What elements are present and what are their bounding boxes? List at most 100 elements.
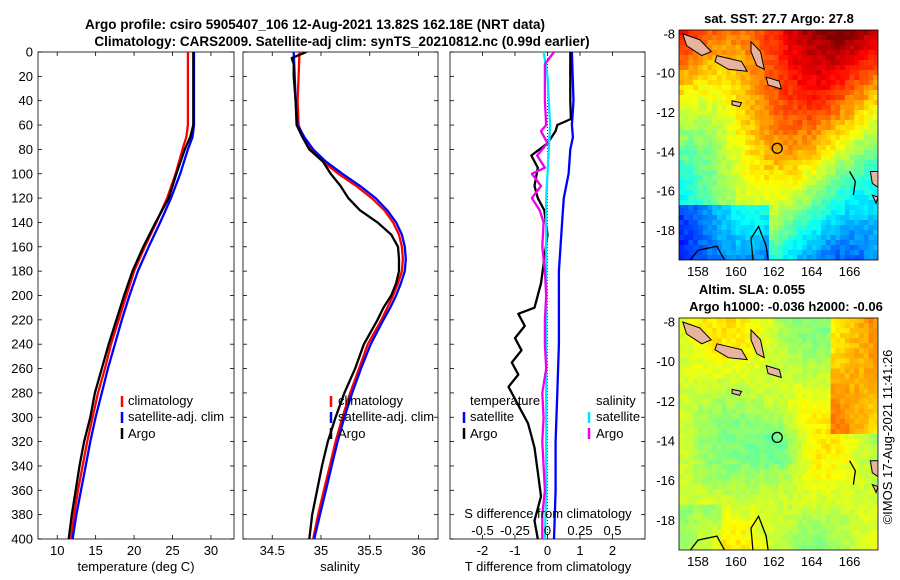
- x-tick-label: 35: [314, 543, 328, 558]
- map-y-tick-label: -14: [656, 433, 675, 448]
- contour-line: [849, 460, 856, 485]
- land-shape: [871, 194, 878, 205]
- temperature-xlabel: temperature (deg C): [77, 559, 194, 574]
- x-top-tick-label: -0.25: [500, 523, 530, 538]
- map-y-tick-label: -16: [656, 184, 675, 199]
- legend-label-satellite: satellite-adj. clim: [338, 409, 434, 424]
- sla-map-title-line1: Altim. SLA: 0.055: [699, 282, 805, 297]
- map-x-tick-label: 158: [687, 554, 709, 569]
- map-x-tick-label: 162: [763, 264, 785, 279]
- map-y-tick-label: -8: [663, 314, 675, 329]
- x-top-tick-label: 0.5: [603, 523, 621, 538]
- temperature-lines: [67, 52, 196, 539]
- x-top-tick-label: -0.5: [471, 523, 493, 538]
- contour-line: [750, 225, 769, 260]
- map-y-tick-label: -12: [656, 394, 675, 409]
- y-tick-label: 260: [11, 361, 33, 376]
- salinity-axes: [242, 51, 439, 540]
- series-line-climatology: [296, 52, 405, 539]
- map-x-tick-label: 160: [725, 554, 747, 569]
- y-tick-label: 80: [19, 142, 33, 157]
- land-shape: [869, 460, 878, 478]
- map-y-tick-label: -14: [656, 144, 675, 159]
- land-shape: [682, 321, 713, 345]
- legend-label-argo: Argo: [128, 426, 155, 441]
- argo-position-marker: [771, 142, 783, 154]
- figure-title-line1: Argo profile: csiro 5905407_106 12-Aug-2…: [85, 17, 545, 32]
- land-shape: [871, 483, 878, 494]
- x-tick-label: -1: [509, 543, 521, 558]
- x-tick-label: 25: [165, 543, 179, 558]
- y-tick-label: 140: [11, 215, 33, 230]
- x-tick-label: 35.5: [357, 543, 382, 558]
- y-tick-label: 200: [11, 288, 33, 303]
- salinity-xlabel: salinity: [320, 559, 360, 574]
- figure-title-line2: Climatology: CARS2009. Satellite-adj cli…: [94, 34, 589, 49]
- y-tick-label: 220: [11, 312, 33, 327]
- temperature-axes: [37, 51, 235, 540]
- land-shape: [714, 343, 749, 361]
- timestamp-side-label: ©IMOS 17-Aug-2021 11:41:26: [880, 350, 895, 525]
- y-tick-label: 340: [11, 458, 33, 473]
- map-x-tick-label: 158: [687, 264, 709, 279]
- sst-map: [679, 30, 878, 260]
- series-line-argo: [67, 52, 195, 539]
- sst-map-title: sat. SST: 27.7 Argo: 27.8: [704, 11, 854, 26]
- y-tick-label: 400: [11, 532, 33, 547]
- legend-label-satellite: satellite-adj. clim: [128, 409, 224, 424]
- land-shape: [750, 40, 766, 71]
- map-x-tick-label: 164: [801, 554, 823, 569]
- land-shape: [731, 388, 743, 396]
- temperature-legend: climatology satellite-adj. clim Argo: [120, 393, 224, 441]
- y-tick-label: 180: [11, 264, 33, 279]
- legend-label-climatology: climatology: [338, 393, 404, 408]
- map-x-tick-label: 166: [839, 554, 861, 569]
- difference-xlabel: T difference from climatology: [465, 559, 632, 574]
- map-y-tick-label: -12: [656, 105, 675, 120]
- sla-map: [679, 318, 878, 550]
- x-tick-label: 10: [50, 543, 64, 558]
- y-tick-label: 0: [26, 45, 33, 60]
- series-line-satellite-adj-clim: [71, 52, 196, 539]
- x-tick-label: 20: [127, 543, 141, 558]
- series-line-satellite-adj-clim: [292, 52, 407, 539]
- legend-label-t-argo: Argo: [470, 426, 497, 441]
- land-shape: [869, 171, 878, 188]
- y-tick-label: 320: [11, 434, 33, 449]
- map-y-tick-label: -10: [656, 66, 675, 81]
- map-y-tick-label: -16: [656, 473, 675, 488]
- y-tick-label: 300: [11, 410, 33, 425]
- y-tick-label: 20: [19, 69, 33, 84]
- x-tick-label: 1: [576, 543, 583, 558]
- axis-ticks: 10 15 20 25 30 34.5 35 35.5 36 -2 -1 0 1 202040608010…: [11, 26, 860, 569]
- series-line-climatology: [69, 52, 190, 539]
- y-tick-label: 280: [11, 385, 33, 400]
- y-tick-label: 100: [11, 166, 33, 181]
- contour-line: [689, 535, 726, 550]
- x-tick-label: 30: [204, 543, 218, 558]
- land-shape: [682, 33, 713, 57]
- y-tick-label: 40: [19, 93, 33, 108]
- legend-header-temperature: temperature: [470, 393, 540, 408]
- map-x-tick-label: 160: [725, 264, 747, 279]
- map-x-tick-label: 162: [763, 554, 785, 569]
- difference-lines: [507, 52, 575, 539]
- difference-legend: temperature salinity satellite Argo sate…: [462, 393, 640, 441]
- contour-line: [689, 245, 726, 260]
- map-y-tick-label: -10: [656, 354, 675, 369]
- legend-header-salinity: salinity: [596, 393, 636, 408]
- land-shape: [765, 76, 782, 90]
- x-tick-label: 0: [544, 543, 551, 558]
- legend-label-s-satellite: satellite: [596, 409, 640, 424]
- legend-label-s-argo: Argo: [596, 426, 623, 441]
- x-top-tick-label: 0.25: [567, 523, 592, 538]
- x-tick-label: -2: [477, 543, 489, 558]
- x-tick-label: 15: [88, 543, 102, 558]
- map-y-tick-label: -18: [656, 513, 675, 528]
- y-tick-label: 360: [11, 483, 33, 498]
- legend-label-t-satellite: satellite: [470, 409, 514, 424]
- y-tick-label: 120: [11, 191, 33, 206]
- x-tick-label: 34.5: [260, 543, 285, 558]
- contour-line: [849, 171, 856, 196]
